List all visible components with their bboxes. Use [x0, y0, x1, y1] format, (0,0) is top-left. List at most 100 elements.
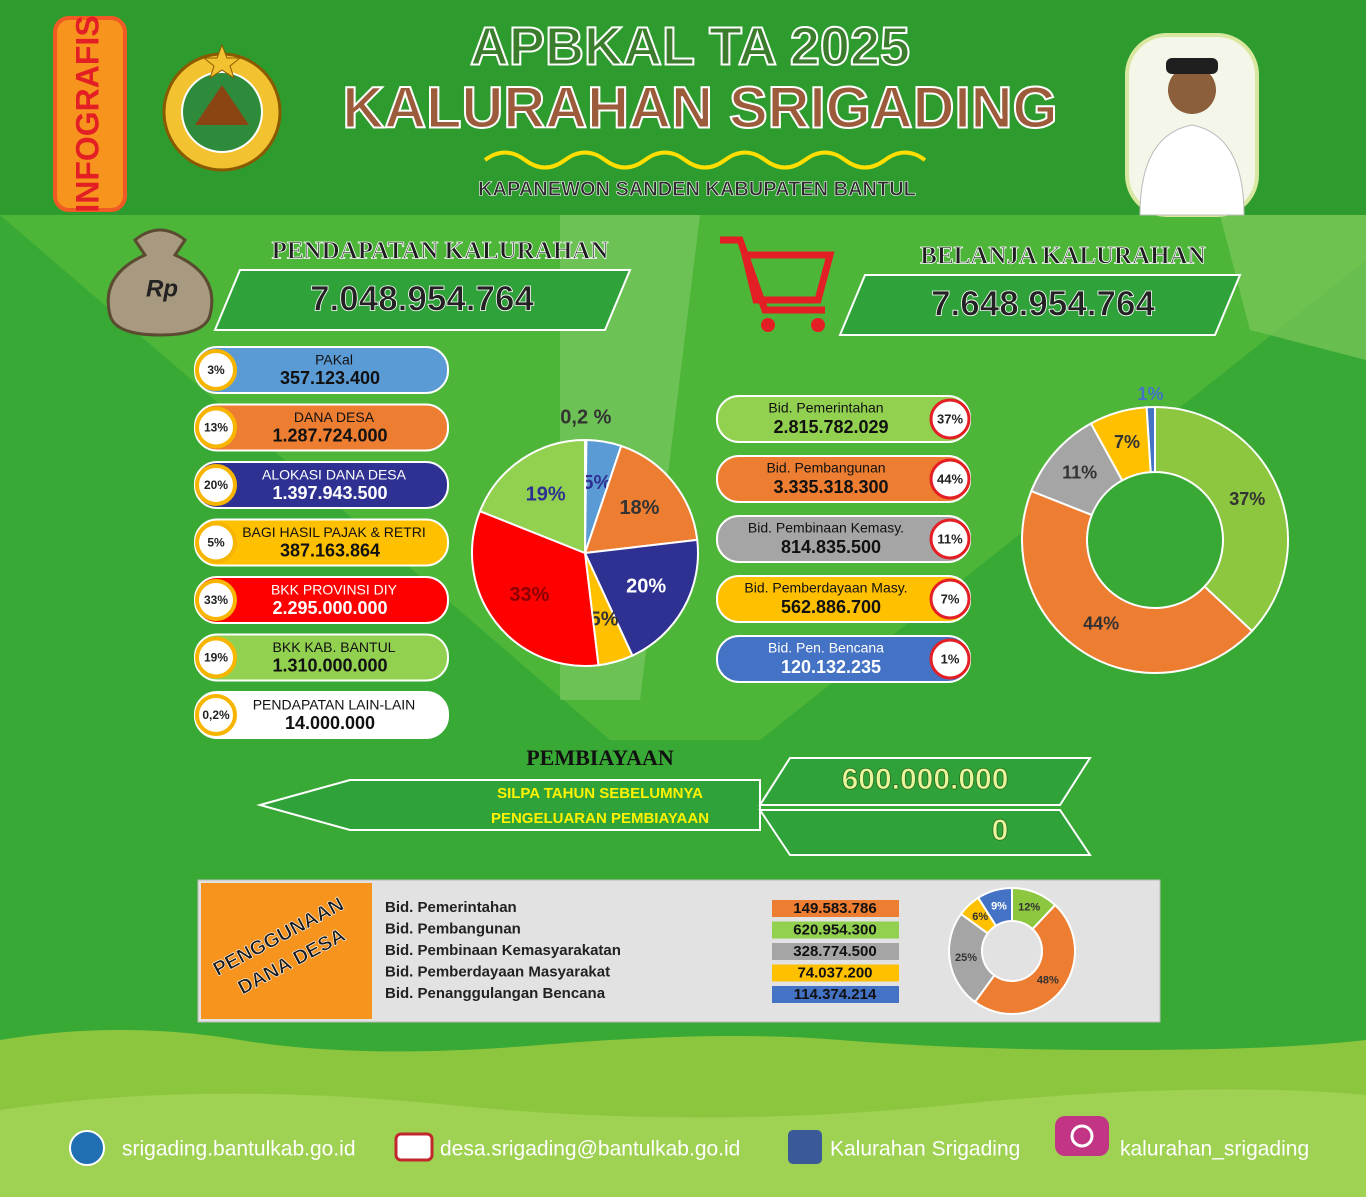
percent: 3% — [207, 363, 225, 377]
slice-label: 11% — [1062, 462, 1097, 482]
percent-badge — [195, 521, 237, 564]
donut-slice — [1154, 405, 1289, 633]
item-name: Bid. Pen. Bencana — [768, 640, 884, 656]
item-name: Bid. Pemerintahan — [768, 400, 883, 416]
item-amount: 387.163.864 — [280, 540, 380, 560]
item-amount: 357.123.400 — [280, 368, 380, 388]
item-name: ALOKASI DANA DESA — [262, 467, 407, 483]
item-name: Bid. Pembinaan Kemasy. — [748, 520, 904, 536]
item-amount: 620.954.300 — [793, 921, 876, 938]
percent: 13% — [204, 421, 228, 435]
item-name: DANA DESA — [294, 409, 375, 425]
location: KAPANEWON SANDEN KABUPATEN BANTUL — [478, 178, 916, 200]
percent: 11% — [937, 531, 963, 546]
percent-badge — [195, 636, 237, 679]
subtitle: KALURAHAN SRIGADING — [342, 75, 1057, 140]
pie-slice — [583, 538, 699, 657]
percent: 44% — [937, 471, 963, 486]
percent: 37% — [937, 411, 963, 426]
badge — [53, 16, 127, 212]
percent-badge — [929, 638, 971, 680]
percent: 0,2% — [202, 708, 230, 722]
slice-label: 0,2 % — [560, 406, 611, 428]
row-amount: 600.000.000 — [842, 763, 1009, 796]
row-amount: 0 — [992, 814, 1009, 847]
amount-box — [772, 986, 899, 1003]
slice-label: 25% — [955, 952, 977, 964]
percent: 7% — [941, 591, 960, 606]
slice-label: 1% — [1137, 384, 1163, 404]
percent: 33% — [204, 593, 228, 607]
row-label: SILPA TAHUN SEBELUMNYA — [497, 785, 703, 802]
footer-facebook: Kalurahan Srigading — [830, 1138, 1020, 1161]
item-name: Bid. Penanggulangan Bencana — [385, 985, 606, 1002]
item-name: Bid. Pembinaan Kemasyarakatan — [385, 942, 621, 959]
slice-label: 33% — [509, 584, 549, 606]
section-title: PENDAPATAN KALURAHAN — [272, 238, 609, 265]
item-name: BAGI HASIL PAJAK & RETRI — [242, 524, 426, 540]
slice-label: 48% — [1037, 975, 1059, 987]
slice-label: 18% — [619, 497, 659, 519]
pie-slice — [583, 444, 699, 555]
item-amount: 14.000.000 — [285, 713, 375, 733]
footer-website: srigading.bantulkab.go.id — [122, 1138, 356, 1161]
percent-badge — [929, 518, 971, 560]
percent-badge — [929, 458, 971, 500]
slice-label: 6% — [972, 911, 988, 923]
portrait — [1125, 33, 1259, 217]
row-label: PENGELUARAN PEMBIAYAAN — [491, 810, 709, 827]
money-bag — [106, 228, 214, 337]
slice-label: 5% — [590, 609, 619, 631]
amount-box — [772, 943, 899, 960]
bg-decor — [1220, 215, 1366, 360]
percent: 20% — [204, 478, 228, 492]
item-amount: 1.397.943.500 — [272, 483, 387, 503]
total-box — [838, 274, 1242, 336]
item-amount: 562.886.700 — [781, 597, 881, 617]
slice-label: 37% — [1229, 489, 1265, 509]
title: APBKAL TA 2025 — [470, 16, 910, 76]
cart-icon — [720, 236, 835, 332]
percent: 19% — [204, 651, 228, 665]
total: 7.048.954.764 — [310, 279, 534, 318]
amount-box — [772, 921, 899, 939]
percent-badge — [929, 578, 971, 620]
percent-badge — [195, 694, 237, 736]
item-amount: 1.287.724.000 — [272, 425, 387, 445]
item-amount: 814.835.500 — [781, 537, 881, 557]
item-amount: 74.037.200 — [797, 964, 872, 981]
percent: 1% — [941, 651, 960, 666]
section-title: BELANJA KALURAHAN — [920, 243, 1205, 270]
item-amount: 328.774.500 — [793, 943, 876, 960]
item-name: Bid. Pembangunan — [766, 460, 885, 476]
footer-email: desa.srigading@bantulkab.go.id — [440, 1138, 740, 1161]
donut-slice — [973, 903, 1077, 1016]
item-name: Bid. Pembangunan — [385, 920, 521, 937]
item-name: PENDAPATAN LAIN-LAIN — [253, 697, 416, 713]
slice-label: 19% — [526, 483, 566, 505]
item-name: Bid. Pemerintahan — [385, 899, 517, 916]
item-amount: 2.295.000.000 — [272, 598, 387, 618]
bottom-wave — [0, 1089, 1366, 1197]
amount-box — [772, 964, 899, 982]
donut-slice — [1021, 489, 1254, 674]
item-name: PAKal — [315, 352, 353, 368]
badge-text: INFOGRAFIS — [69, 15, 105, 212]
item-amount: 120.132.235 — [781, 657, 881, 677]
money-bag-label: Rp — [146, 275, 178, 302]
slice-label: 20% — [626, 576, 666, 598]
total-box — [213, 269, 632, 331]
percent: 5% — [207, 536, 225, 550]
amount-box — [758, 757, 1092, 806]
item-amount: 3.335.318.300 — [773, 477, 888, 497]
item-amount: 149.583.786 — [793, 900, 876, 917]
percent-badge — [195, 464, 237, 506]
amount-box — [772, 900, 899, 917]
slice-label: 9% — [991, 900, 1007, 912]
emblem — [162, 43, 282, 172]
percent-badge — [195, 579, 237, 621]
footer-instagram: kalurahan_srigading — [1120, 1138, 1309, 1161]
percent-badge — [929, 398, 971, 440]
slice-label: 44% — [1083, 614, 1119, 634]
